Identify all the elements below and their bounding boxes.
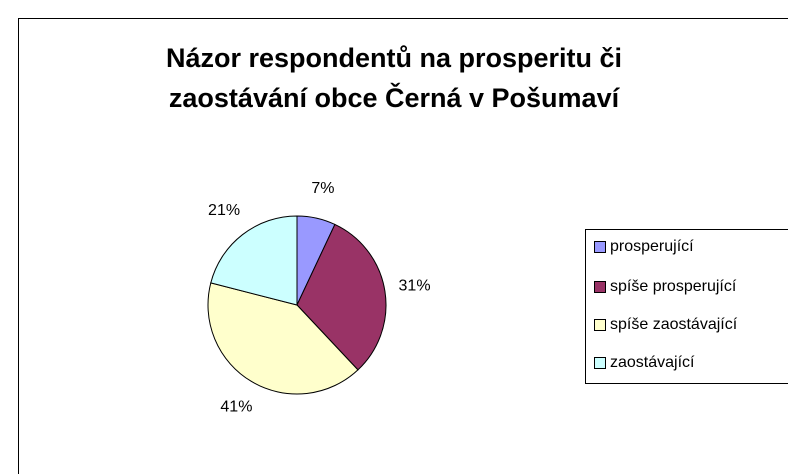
legend-label: spíše zaostávající xyxy=(610,316,738,333)
legend-label: spíše prosperující xyxy=(610,278,737,295)
data-label: 21% xyxy=(208,202,240,219)
pie-slice xyxy=(207,282,359,395)
legend-swatch xyxy=(594,241,606,253)
legend-box xyxy=(585,229,788,384)
pie-slice xyxy=(210,215,298,306)
legend-label: zaostávající xyxy=(610,354,695,371)
legend-label: prosperující xyxy=(610,238,694,255)
legend-swatch xyxy=(594,357,606,369)
data-label: 7% xyxy=(311,180,334,197)
data-label: 41% xyxy=(220,399,252,416)
chart-title: Názor respondentů na prosperitu či zaost… xyxy=(165,43,623,113)
data-label: 31% xyxy=(399,278,431,295)
legend-swatch xyxy=(594,281,606,293)
pie-slice xyxy=(296,223,387,371)
legend-swatch xyxy=(594,319,606,331)
